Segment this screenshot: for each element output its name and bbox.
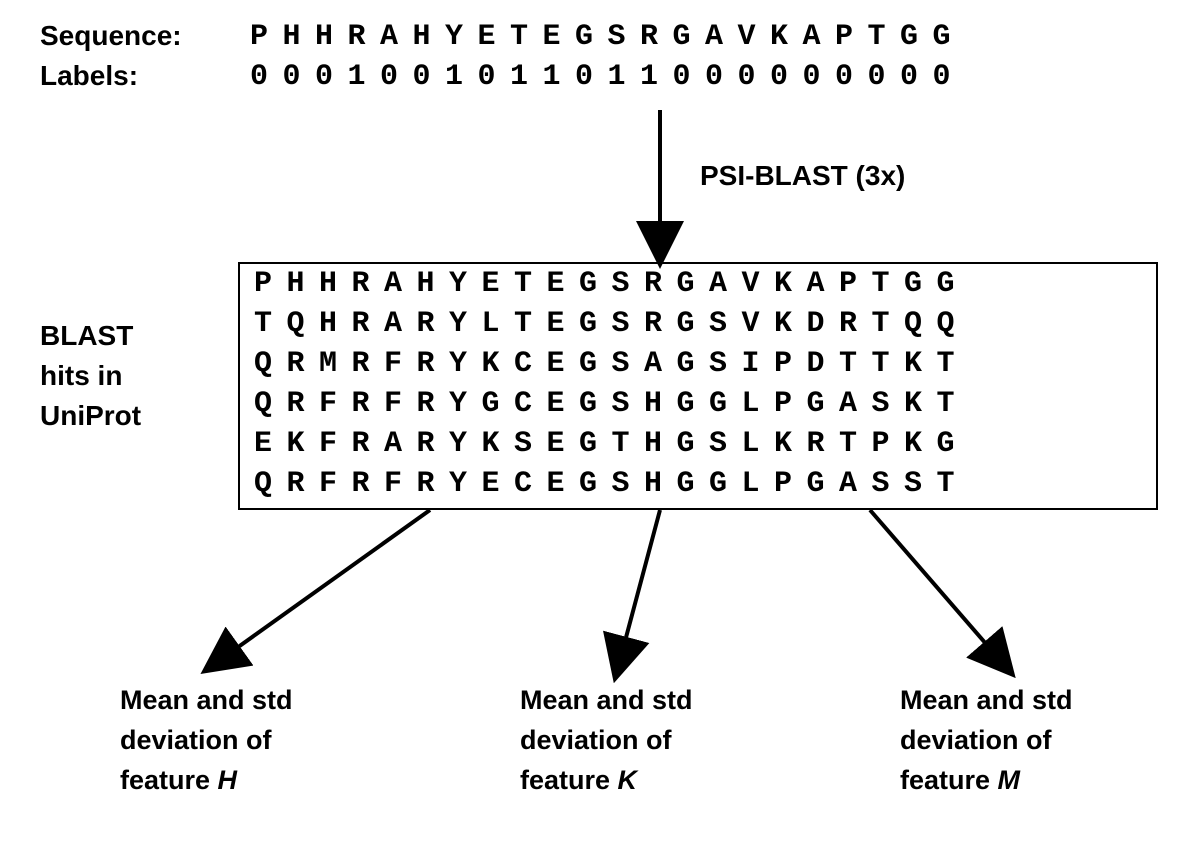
blast-hits-line2: hits in xyxy=(40,360,122,392)
alignment-row: EKFRARYKSEGTHGSLKRTPKG xyxy=(240,424,1156,464)
blast-hits-line1: BLAST xyxy=(40,320,133,352)
arrow-down-to-alignment xyxy=(630,110,690,265)
feature-line3: feature M xyxy=(900,760,1073,800)
arrow-to-feature-m xyxy=(0,510,1200,680)
feature-m-block: Mean and std deviation of feature M xyxy=(900,680,1073,800)
alignment-row: QRMRFRYKCEGSAGSIPDTTKT xyxy=(240,344,1156,384)
feature-line2: deviation of xyxy=(120,720,293,760)
feature-line3: feature H xyxy=(120,760,293,800)
labels-label: Labels: xyxy=(40,60,138,92)
sequence-row: PHHRAHYETEGSRGAVKAPTGG xyxy=(250,20,965,54)
feature-line1: Mean and std xyxy=(900,680,1073,720)
sequence-label: Sequence: xyxy=(40,20,182,52)
psi-blast-label: PSI-BLAST (3x) xyxy=(700,160,905,192)
feature-line2: deviation of xyxy=(520,720,693,760)
feature-line1: Mean and std xyxy=(520,680,693,720)
feature-k-block: Mean and std deviation of feature K xyxy=(520,680,693,800)
feature-line3: feature K xyxy=(520,760,693,800)
labels-row: 0001001011011000000000 xyxy=(250,60,965,94)
alignment-box: PHHRAHYETEGSRGAVKAPTGG TQHRARYLTEGSRGSVK… xyxy=(238,262,1158,510)
feature-line2: deviation of xyxy=(900,720,1073,760)
alignment-row: QRFRFRYGCEGSHGGLPGASKT xyxy=(240,384,1156,424)
alignment-row: PHHRAHYETEGSRGAVKAPTGG xyxy=(240,264,1156,304)
feature-line1: Mean and std xyxy=(120,680,293,720)
alignment-row: TQHRARYLTEGSRGSVKDRTQQ xyxy=(240,304,1156,344)
alignment-row: QRFRFRYECEGSHGGLPGASST xyxy=(240,464,1156,504)
blast-hits-line3: UniProt xyxy=(40,400,141,432)
feature-h-block: Mean and std deviation of feature H xyxy=(120,680,293,800)
